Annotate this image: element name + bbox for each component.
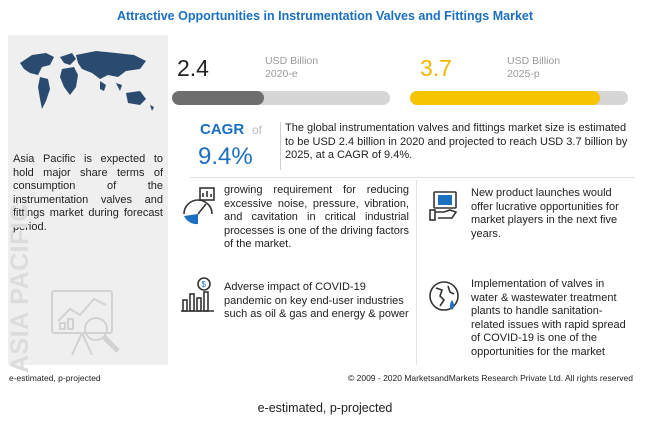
unit-label-2020: USD Billion <box>265 55 319 67</box>
unit-label-2025: USD Billion <box>507 55 561 67</box>
analytics-magnifier-icon <box>51 290 120 356</box>
progress-fill-2025 <box>410 91 600 105</box>
world-map-icon <box>20 51 154 111</box>
money-hand-icon <box>429 191 458 221</box>
market-value-2025: 3.7 <box>420 55 452 81</box>
dollar-growth-chart-icon: $ <box>181 277 214 312</box>
cagr-of-label: of <box>252 123 263 137</box>
cagr-label: CAGR <box>200 121 245 138</box>
copyright: © 2009 - 2020 MarketsandMarkets Research… <box>347 373 633 383</box>
asia-pacific-vertical-label: ASIA PACIFIC <box>6 203 34 373</box>
column-divider <box>416 180 417 365</box>
covid-impact-text: Adverse impact of COVID-19 pandemic on k… <box>224 281 409 320</box>
progress-fill-2020 <box>172 91 264 105</box>
cagr-divider <box>280 122 281 170</box>
period-label-2025: 2025-p <box>507 68 540 80</box>
infographic-title: Attractive Opportunities in Instrumentat… <box>116 9 534 23</box>
asia-pacific-panel: Asia Pacific is expected to hold major s… <box>6 35 168 373</box>
image-caption: e-estimated, p-projected <box>257 401 393 415</box>
asia-pacific-description: Asia Pacific is expected to hold major s… <box>13 153 163 233</box>
footnote: e-estimated, p-projected <box>9 373 101 383</box>
product-launch-text: New product launches would offer lucrati… <box>471 187 619 240</box>
globe-water-icon <box>429 281 459 311</box>
wastewater-text: Implementation of valves in water & wast… <box>471 278 626 358</box>
driver-text: growing requirement for reducing excessi… <box>224 184 409 250</box>
market-value-2020: 2.4 <box>177 55 209 81</box>
svg-text:$: $ <box>202 280 207 289</box>
progress-bar-2020 <box>172 91 390 105</box>
period-label-2020: 2020-e <box>265 68 298 80</box>
section-divider <box>190 177 635 178</box>
cagr-value: 9.4% <box>198 143 253 170</box>
gauge-chart-icon <box>183 187 215 225</box>
progress-bar-2025 <box>410 91 628 105</box>
market-summary: The global instrumentation valves and fi… <box>285 122 628 161</box>
